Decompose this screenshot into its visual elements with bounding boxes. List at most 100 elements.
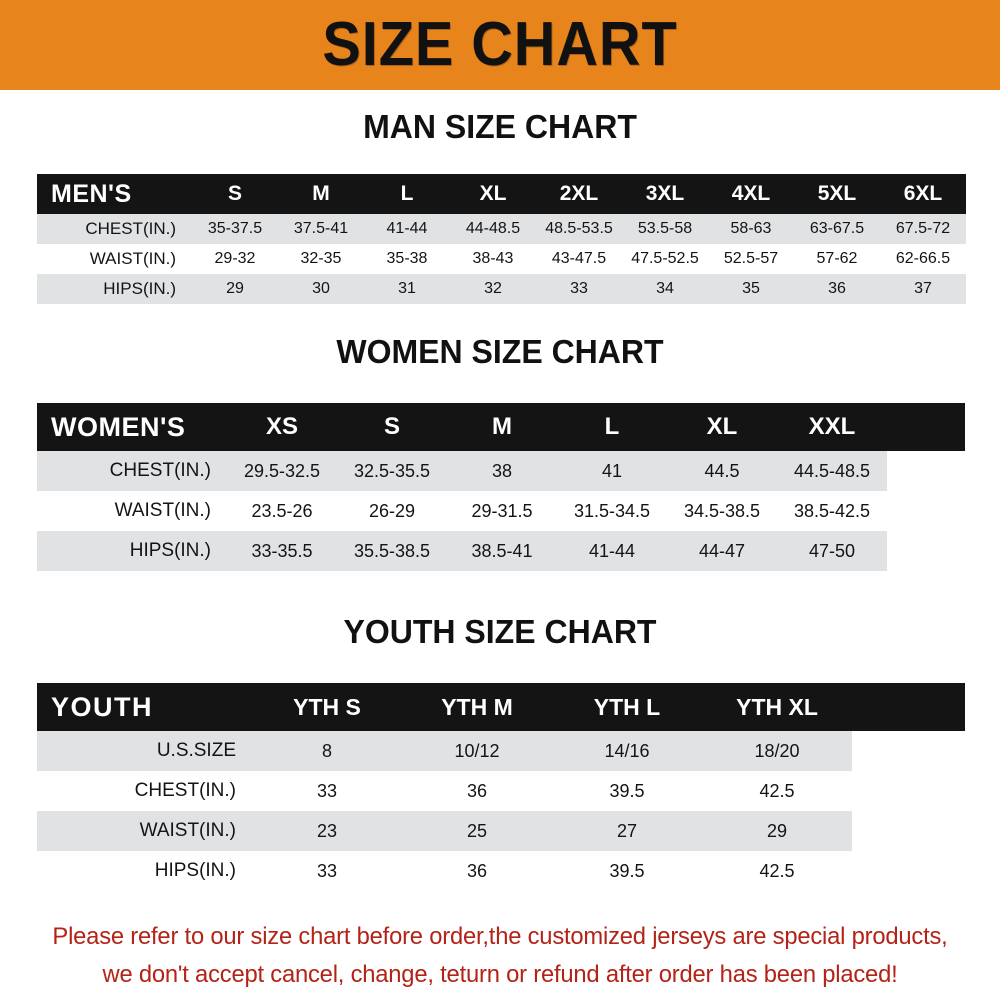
men-table-head: MEN'S S M L XL 2XL 3XL 4XL 5XL 6XL (37, 174, 966, 214)
youth-cell: 14/16 (552, 731, 702, 771)
women-cell: 23.5-26 (227, 491, 337, 531)
youth-row-label: HIPS(IN.) (37, 851, 252, 891)
page-title: SIZE CHART (322, 10, 678, 79)
women-table-head: WOMEN'S XS S M L XL XXL (37, 403, 965, 451)
women-size-section: WOMEN SIZE CHART WOMEN'S XS S M L XL XXL CHEST… (0, 333, 1000, 571)
youth-cell: 8 (252, 731, 402, 771)
women-cell: 29.5-32.5 (227, 451, 337, 491)
women-cell: 44.5-48.5 (777, 451, 887, 491)
youth-cell: 36 (402, 851, 552, 891)
women-cell: 38.5-42.5 (777, 491, 887, 531)
youth-cell: 18/20 (702, 731, 852, 771)
men-cell: 48.5-53.5 (536, 214, 622, 244)
men-column-header-2xl: 2XL (559, 182, 599, 205)
women-header-spacer (887, 403, 965, 451)
men-cell: 36 (794, 274, 880, 304)
table-row: CHEST(IN.) 35-37.5 37.5-41 41-44 44-48.5 48.5… (37, 214, 966, 244)
men-cell: 43-47.5 (536, 244, 622, 274)
men-cell: 62-66.5 (880, 244, 966, 274)
youth-column-header-yth-m: YTH M (441, 693, 513, 720)
women-table-body: CHEST(IN.) 29.5-32.5 32.5-35.5 38 41 44.5 44.5… (37, 451, 965, 571)
men-column-header-m: M (312, 182, 330, 205)
women-column-header-s: S (383, 413, 400, 440)
men-cell: 41-44 (364, 214, 450, 244)
men-column-header-l: L (400, 182, 414, 205)
table-row: HIPS(IN.) 33-35.5 35.5-38.5 38.5-41 41-44 44-… (37, 531, 965, 571)
youth-row-label-header: YOUTH (51, 691, 153, 722)
men-size-section: MAN SIZE CHART MEN'S S M L XL 2XL 3XL 4XL 5XL 6XL… (0, 108, 1000, 304)
women-cell: 41 (557, 451, 667, 491)
youth-header-spacer (852, 683, 965, 731)
women-cell: 38.5-41 (447, 531, 557, 571)
youth-cell: 33 (252, 851, 402, 891)
table-row: U.S.SIZE 8 10/12 14/16 18/20 (37, 731, 965, 771)
women-cell: 44-47 (667, 531, 777, 571)
women-cell: 44.5 (667, 451, 777, 491)
table-row: CHEST(IN.) 29.5-32.5 32.5-35.5 38 41 44.5 44.5… (37, 451, 965, 491)
women-column-header-xs: XS (265, 413, 298, 440)
youth-cell: 29 (702, 811, 852, 851)
women-size-table: WOMEN'S XS S M L XL XXL CHEST(IN.) 29.5-32.5 32.… (37, 403, 965, 571)
women-cell: 47-50 (777, 531, 887, 571)
women-column-header-xxl: XXL (808, 413, 856, 440)
table-row: WAIST(IN.) 23 25 27 29 (37, 811, 965, 851)
youth-cell: 36 (402, 771, 552, 811)
women-row-spacer (887, 531, 965, 571)
youth-size-table: YOUTH YTH S YTH M YTH L YTH XL U.S.SIZE 8 10/1… (37, 683, 965, 891)
women-row-label: HIPS(IN.) (37, 531, 227, 571)
youth-column-header-yth-s: YTH S (293, 693, 361, 720)
men-cell: 44-48.5 (450, 214, 536, 244)
order-policy-note: Please refer to our size chart before or… (5, 918, 995, 994)
youth-row-spacer (852, 731, 965, 771)
men-size-table: MEN'S S M L XL 2XL 3XL 4XL 5XL 6XL CHEST(IN.) 35-3… (37, 174, 966, 304)
women-cell: 29-31.5 (447, 491, 557, 531)
men-row-label: WAIST(IN.) (37, 244, 192, 274)
youth-column-header-yth-xl: YTH XL (736, 693, 818, 720)
men-cell: 52.5-57 (708, 244, 794, 274)
men-cell: 35 (708, 274, 794, 304)
order-policy-note-line-1: Please refer to our size chart before or… (52, 923, 948, 950)
men-column-header-xl: XL (479, 182, 507, 205)
youth-row-spacer (852, 851, 965, 891)
men-table-body: CHEST(IN.) 35-37.5 37.5-41 41-44 44-48.5 48.5… (37, 214, 966, 304)
youth-cell: 39.5 (552, 771, 702, 811)
table-row: HIPS(IN.) 33 36 39.5 42.5 (37, 851, 965, 891)
youth-section-title: YOUTH SIZE CHART (343, 613, 657, 650)
men-cell: 32-35 (278, 244, 364, 274)
youth-row-label: WAIST(IN.) (37, 811, 252, 851)
men-cell: 63-67.5 (794, 214, 880, 244)
women-column-header-xl: XL (706, 413, 738, 440)
men-cell: 67.5-72 (880, 214, 966, 244)
men-header-row: MEN'S S M L XL 2XL 3XL 4XL 5XL 6XL (37, 174, 966, 214)
youth-size-section: YOUTH SIZE CHART YOUTH YTH S YTH M YTH L YTH… (0, 613, 1000, 891)
women-cell: 35.5-38.5 (337, 531, 447, 571)
men-cell: 29 (192, 274, 278, 304)
youth-header-row: YOUTH YTH S YTH M YTH L YTH XL (37, 683, 965, 731)
men-cell: 35-37.5 (192, 214, 278, 244)
women-cell: 33-35.5 (227, 531, 337, 571)
youth-row-spacer (852, 811, 965, 851)
women-row-label: CHEST(IN.) (37, 451, 227, 491)
order-policy-note-line-2: we don't accept cancel, change, teturn o… (102, 961, 898, 988)
men-cell: 47.5-52.5 (622, 244, 708, 274)
men-column-header-5xl: 5XL (817, 182, 857, 205)
women-cell: 32.5-35.5 (337, 451, 447, 491)
women-cell: 26-29 (337, 491, 447, 531)
youth-cell: 23 (252, 811, 402, 851)
youth-cell: 33 (252, 771, 402, 811)
youth-cell: 39.5 (552, 851, 702, 891)
youth-table-body: U.S.SIZE 8 10/12 14/16 18/20 CHEST(IN.) 33 36 39… (37, 731, 965, 891)
youth-row-spacer (852, 771, 965, 811)
women-section-title: WOMEN SIZE CHART (336, 333, 664, 370)
men-section-title: MAN SIZE CHART (363, 108, 637, 145)
women-column-header-l: L (604, 413, 620, 440)
men-cell: 37 (880, 274, 966, 304)
men-cell: 38-43 (450, 244, 536, 274)
women-row-spacer (887, 451, 965, 491)
youth-cell: 42.5 (702, 851, 852, 891)
men-cell: 32 (450, 274, 536, 304)
men-cell: 53.5-58 (622, 214, 708, 244)
women-cell: 41-44 (557, 531, 667, 571)
men-cell: 37.5-41 (278, 214, 364, 244)
women-header-row: WOMEN'S XS S M L XL XXL (37, 403, 965, 451)
